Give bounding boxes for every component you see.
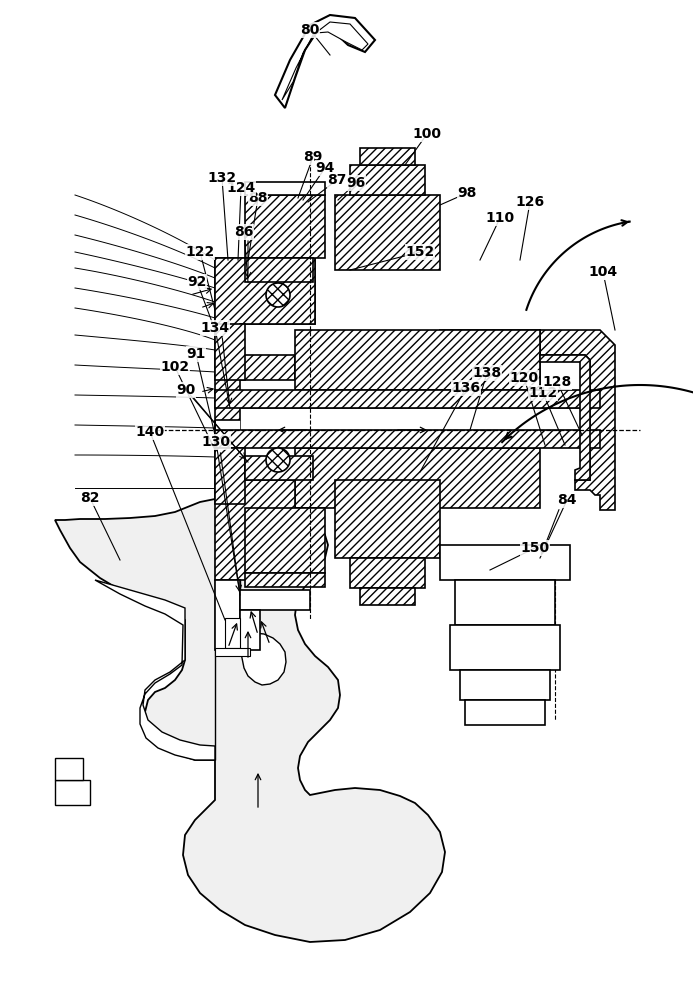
Text: 96: 96 xyxy=(346,176,366,190)
Bar xyxy=(55,758,83,780)
Text: 120: 120 xyxy=(509,371,538,385)
Text: 87: 87 xyxy=(327,173,346,187)
Text: 84: 84 xyxy=(557,493,577,507)
Bar xyxy=(335,195,440,270)
Circle shape xyxy=(266,448,290,472)
Text: 80: 80 xyxy=(300,23,319,37)
Polygon shape xyxy=(215,420,315,580)
Bar xyxy=(450,625,560,670)
Text: 90: 90 xyxy=(177,383,195,397)
Text: 94: 94 xyxy=(315,161,335,175)
Text: 110: 110 xyxy=(485,211,515,225)
Text: 134: 134 xyxy=(200,321,229,335)
Polygon shape xyxy=(55,497,445,942)
Bar xyxy=(295,330,540,390)
Bar xyxy=(240,610,260,650)
Text: 130: 130 xyxy=(202,435,231,449)
Text: 86: 86 xyxy=(234,225,254,239)
Polygon shape xyxy=(540,355,590,480)
Bar xyxy=(215,448,245,504)
Text: 150: 150 xyxy=(520,541,550,555)
Text: 126: 126 xyxy=(516,195,545,209)
Text: 104: 104 xyxy=(588,265,617,279)
Text: 102: 102 xyxy=(161,360,190,374)
Bar xyxy=(215,648,250,656)
Bar xyxy=(215,324,245,380)
Bar xyxy=(245,182,325,195)
Bar xyxy=(225,618,240,648)
Bar xyxy=(465,700,545,725)
Bar xyxy=(215,430,600,448)
Polygon shape xyxy=(215,258,315,420)
Text: 122: 122 xyxy=(185,245,215,259)
Bar xyxy=(55,780,90,805)
Text: 100: 100 xyxy=(412,127,441,141)
Text: 82: 82 xyxy=(80,491,100,505)
Bar xyxy=(295,448,540,508)
Text: 128: 128 xyxy=(543,375,572,389)
Bar xyxy=(245,456,313,480)
Bar xyxy=(440,330,540,390)
Polygon shape xyxy=(95,580,215,760)
Bar xyxy=(460,670,550,700)
Bar xyxy=(245,508,325,573)
Text: 98: 98 xyxy=(457,186,477,200)
Text: 104: 104 xyxy=(588,265,617,279)
Bar xyxy=(215,390,600,408)
Bar xyxy=(215,282,315,324)
Text: 136: 136 xyxy=(452,381,480,395)
Text: 124: 124 xyxy=(227,181,256,195)
Bar xyxy=(455,580,555,625)
Text: 152: 152 xyxy=(405,245,435,259)
Polygon shape xyxy=(282,22,368,100)
Bar xyxy=(245,258,313,282)
Bar xyxy=(360,148,415,165)
Polygon shape xyxy=(240,633,286,685)
Text: 89: 89 xyxy=(304,150,323,164)
Text: 140: 140 xyxy=(135,425,164,439)
Bar xyxy=(215,580,240,650)
Bar xyxy=(215,580,240,650)
Bar xyxy=(245,573,325,587)
Text: 91: 91 xyxy=(186,347,206,361)
Text: 88: 88 xyxy=(248,191,267,205)
Bar xyxy=(240,590,310,610)
Bar xyxy=(350,165,425,195)
Bar xyxy=(215,258,315,282)
Bar xyxy=(440,545,570,580)
Text: 112: 112 xyxy=(528,386,558,400)
Bar xyxy=(335,480,440,558)
Bar xyxy=(240,408,600,430)
Text: 92: 92 xyxy=(187,275,207,289)
Polygon shape xyxy=(540,330,615,510)
Bar xyxy=(360,588,415,605)
Polygon shape xyxy=(275,15,375,108)
Text: 138: 138 xyxy=(473,366,502,380)
Bar xyxy=(245,195,325,258)
Circle shape xyxy=(266,283,290,307)
Bar xyxy=(350,558,425,588)
Text: 132: 132 xyxy=(207,171,236,185)
